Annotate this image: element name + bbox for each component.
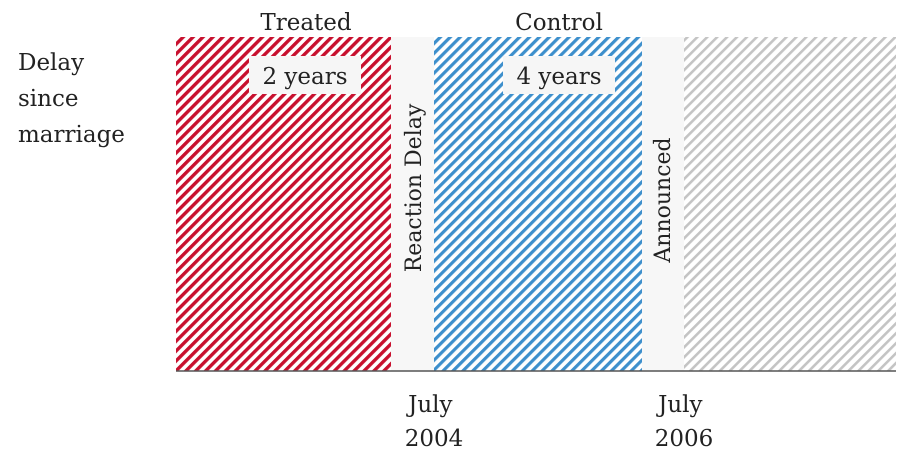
tick-2004-line-2: 2004: [405, 426, 464, 449]
control-duration-box: [503, 56, 615, 94]
y-label-line-3: marriage: [18, 122, 125, 148]
y-label-line-2: since: [18, 86, 78, 112]
reaction-delay-region: [391, 37, 434, 371]
treated-title: Treated: [260, 10, 352, 36]
treated-duration: 2 years: [262, 64, 347, 90]
tick-label-july-2004: July 2004: [405, 392, 464, 449]
reaction-delay-label: Reaction Delay: [402, 103, 427, 272]
tick-2004-line-1: July: [406, 392, 452, 418]
announced-region: [642, 37, 684, 371]
announced-label: Announced: [651, 137, 676, 263]
y-axis-label: Delay since marriage: [18, 50, 125, 148]
post-period-region: [684, 37, 896, 371]
treated-duration-box: [249, 56, 361, 94]
control-title: Control: [515, 10, 603, 36]
control-duration: 4 years: [516, 64, 601, 90]
tick-label-july-2006: July 2006: [655, 392, 714, 449]
y-label-line-1: Delay: [18, 50, 84, 76]
tick-2006-line-2: 2006: [655, 426, 714, 449]
tick-2006-line-1: July: [656, 392, 702, 418]
